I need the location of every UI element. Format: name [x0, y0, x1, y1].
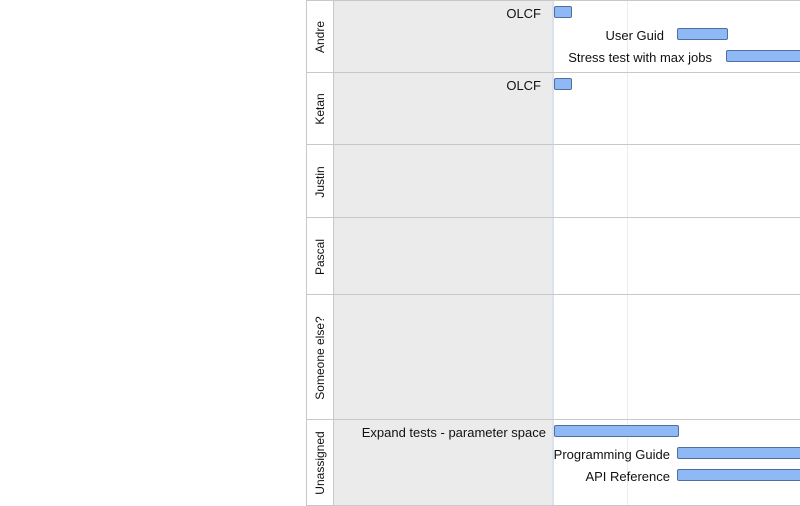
task-bar[interactable]: [677, 447, 800, 459]
gridline: [627, 295, 628, 420]
task-label: Stress test with max jobs: [568, 50, 712, 65]
lane-andre: Andre OLCF User Guid Stress test with ma…: [306, 0, 800, 73]
task-label: OLCF: [506, 78, 541, 93]
lane-header-someone-else[interactable]: Someone else?: [306, 295, 334, 420]
lane-shaded-area: [334, 420, 552, 506]
lane-header-pascal[interactable]: Pascal: [306, 218, 334, 295]
gantt-chart: Andre OLCF User Guid Stress test with ma…: [306, 0, 800, 506]
lane-someone-else: Someone else?: [306, 294, 800, 420]
today-marker: [552, 295, 554, 420]
lane-ketan: Ketan OLCF: [306, 72, 800, 145]
lane-label: Justin: [313, 165, 327, 198]
lane-shaded-area: [334, 218, 552, 295]
today-marker: [552, 73, 554, 145]
lane-justin: Justin: [306, 144, 800, 218]
gridline: [627, 145, 628, 218]
gridline: [627, 218, 628, 295]
lane-label: Someone else?: [313, 315, 327, 400]
today-marker: [552, 145, 554, 218]
gridline: [627, 420, 628, 506]
lane-label: Unassigned: [313, 431, 327, 495]
task-label: API Reference: [585, 469, 670, 484]
task-bar[interactable]: [726, 50, 800, 62]
today-marker: [552, 420, 554, 506]
task-bar[interactable]: [554, 6, 572, 18]
lane-header-unassigned[interactable]: Unassigned: [306, 420, 334, 506]
task-label: Programming Guide: [553, 447, 670, 462]
today-marker: [552, 1, 554, 73]
lane-unassigned: Unassigned Expand tests - parameter spac…: [306, 419, 800, 506]
lane-header-justin[interactable]: Justin: [306, 145, 334, 218]
gridline: [627, 73, 628, 145]
lane-header-andre[interactable]: Andre: [306, 1, 334, 73]
lane-shaded-area: [334, 73, 552, 145]
task-label: Expand tests - parameter space: [361, 425, 546, 440]
task-bar[interactable]: [677, 28, 728, 40]
lane-label: Pascal: [313, 238, 327, 275]
lane-shaded-area: [334, 295, 552, 420]
task-bar[interactable]: [554, 78, 572, 90]
lane-header-ketan[interactable]: Ketan: [306, 73, 334, 145]
gridline: [627, 1, 628, 73]
task-bar[interactable]: [554, 425, 679, 437]
task-label: OLCF: [506, 6, 541, 21]
task-bar[interactable]: [677, 469, 800, 481]
lane-label: Andre: [313, 20, 327, 54]
task-label: User Guid: [605, 28, 664, 43]
lane-shaded-area: [334, 1, 552, 73]
lane-shaded-area: [334, 145, 552, 218]
lane-pascal: Pascal: [306, 217, 800, 295]
today-marker: [552, 218, 554, 295]
lane-label: Ketan: [313, 93, 327, 125]
